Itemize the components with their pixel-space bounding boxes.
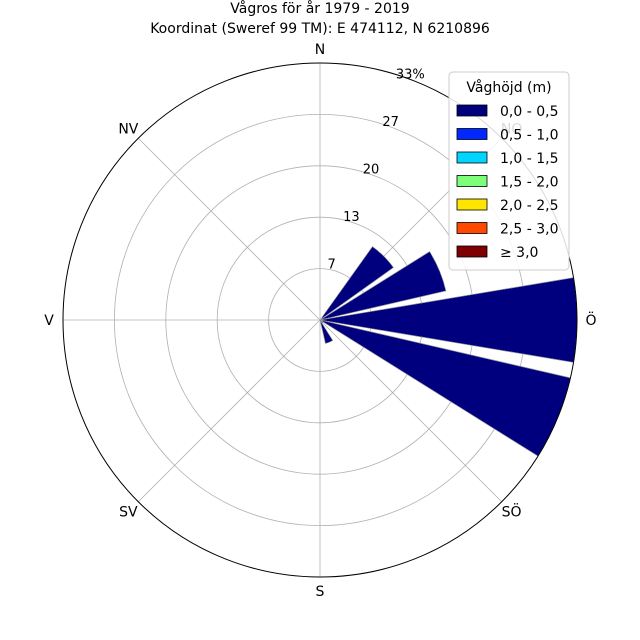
- radial-tick-label-5: 33%: [396, 68, 425, 83]
- sector-bar-outline-45: [319, 246, 394, 321]
- legend-swatch-2: [456, 128, 488, 140]
- legend-label-2: 0,5 - 1,0: [500, 128, 558, 144]
- grid-spoke-sö: [319, 319, 503, 503]
- chart-title: Vågros för år 1979 - 2019: [230, 0, 409, 17]
- direction-label-sv: SV: [119, 505, 138, 521]
- legend-label-7: ≥ 3,0: [500, 245, 538, 261]
- legend-label-6: 2,5 - 3,0: [500, 222, 558, 238]
- grid-spoke-sv: [137, 319, 321, 503]
- legend-frame: [448, 71, 570, 271]
- radial-tick-label-4: 27: [382, 115, 399, 130]
- legend-swatch-1: [456, 104, 488, 117]
- sector-bar-outline-157.5: [319, 319, 334, 344]
- legend-swatch-4: [456, 175, 488, 187]
- legend: Våghöjd (m) 0,0 - 0,5 0,5 - 1,0 1,0 - 1,5 1…: [448, 71, 570, 271]
- grid-spoke-nv: [137, 137, 321, 321]
- direction-label-ö: Ö: [585, 311, 596, 329]
- direction-label-sö: SÖ: [502, 503, 522, 521]
- legend-label-5: 2,0 - 2,5: [500, 198, 558, 214]
- radial-tick-label-2: 13: [343, 210, 360, 225]
- legend-label-4: 1,5 - 2,0: [500, 175, 558, 191]
- legend-label-1: 0,0 - 0,5: [500, 104, 558, 120]
- legend-swatch-3: [456, 151, 488, 164]
- outer-circle: [62, 62, 578, 578]
- direction-label-nv: NV: [118, 121, 138, 137]
- radial-tick-label-3: 20: [363, 163, 380, 178]
- chart-subtitle: Koordinat (Sweref 99 TM): E 474112, N 62…: [150, 21, 490, 37]
- legend-swatch-5: [456, 198, 488, 211]
- legend-swatch-6: [456, 222, 488, 234]
- legend-label-3: 1,0 - 1,5: [500, 151, 558, 167]
- direction-label-v: V: [44, 313, 54, 329]
- direction-label-n: N: [315, 42, 325, 58]
- radial-tick-label-1: 7: [328, 258, 336, 273]
- radial-tick-labels: 7 13 20 27 33%: [328, 68, 425, 273]
- direction-label-s: S: [316, 584, 325, 600]
- legend-title: Våghöjd (m): [466, 79, 551, 96]
- sector-bars: [319, 246, 578, 457]
- sector-bar-outline-67.5: [319, 251, 447, 321]
- legend-swatch-7: [456, 245, 488, 258]
- legend-items: 0,0 - 0,5 0,5 - 1,0 1,0 - 1,5 1,5 - 2,0 2,0 …: [456, 104, 558, 261]
